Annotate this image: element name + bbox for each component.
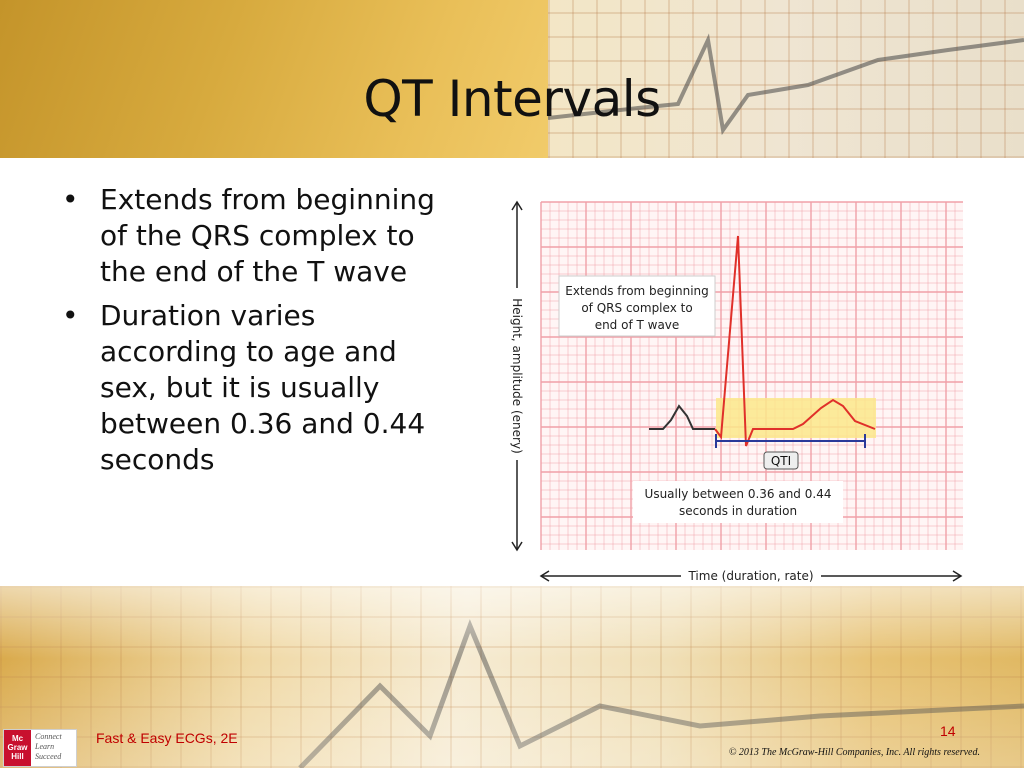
- logo-tagline-line: Succeed: [35, 752, 62, 761]
- bullet-item: • Extends from beginning of the QRS comp…: [60, 182, 440, 290]
- qt-interval-diagram: Extends from beginning of QRS complex to…: [503, 188, 977, 595]
- logo-text: Mc: [11, 734, 24, 743]
- qti-label: QTI: [771, 454, 791, 468]
- logo-tagline: Connect Learn Succeed: [35, 732, 62, 762]
- bullet-list: • Extends from beginning of the QRS comp…: [60, 182, 440, 486]
- qti-label-box: [763, 451, 799, 470]
- qt-interval-bar: [715, 434, 866, 448]
- logo-text: Hill: [11, 752, 24, 761]
- book-title: Fast & Easy ECGs, 2E: [96, 730, 238, 746]
- logo-tagline-line: Learn: [35, 742, 55, 751]
- bullet-text: Duration varies according to age and sex…: [100, 299, 426, 476]
- bullet-dot: •: [62, 183, 79, 216]
- bullet-item: • Duration varies according to age and s…: [60, 298, 440, 478]
- bullet-text: Extends from beginning of the QRS comple…: [100, 183, 435, 288]
- callout-top-line: Extends from beginning: [565, 284, 709, 298]
- footer-fade: [0, 586, 1024, 768]
- logo-text: Graw: [7, 743, 28, 752]
- p-wave-trace: [649, 404, 715, 430]
- mcgraw-hill-logo: Mc Graw Hill Connect Learn Succeed: [3, 729, 77, 767]
- qt-highlight-band: [716, 398, 876, 438]
- slide-title: QT Intervals: [363, 70, 661, 128]
- callout-top-line: of QRS complex to: [581, 301, 692, 315]
- page-number: 14: [940, 723, 956, 739]
- y-axis-arrow: [511, 200, 523, 552]
- bullet-dot: •: [62, 299, 79, 332]
- qrs-t-trace: [714, 235, 876, 447]
- copyright-notice: © 2013 The McGraw-Hill Companies, Inc. A…: [728, 747, 980, 758]
- title-banner: [0, 0, 1024, 158]
- y-axis-label: Height, amplitude (enery): [510, 298, 524, 454]
- x-axis-arrow: [539, 570, 963, 582]
- logo-tagline-line: Connect: [35, 732, 62, 741]
- callout-top-line: end of T wave: [595, 318, 680, 332]
- callout-bottom-line: seconds in duration: [679, 504, 797, 518]
- banner-gold-panel: [0, 0, 548, 158]
- callout-top-box: [558, 275, 716, 337]
- x-axis-label: Time (duration, rate): [687, 569, 813, 583]
- qt-diagram-svg: Extends from beginning of QRS complex to…: [510, 200, 963, 583]
- callout-bottom-line: Usually between 0.36 and 0.44: [645, 487, 832, 501]
- callout-bottom-box: [633, 481, 843, 523]
- banner-ecg-grid-image: [548, 0, 1024, 158]
- logo-mark: Mc Graw Hill: [4, 730, 31, 766]
